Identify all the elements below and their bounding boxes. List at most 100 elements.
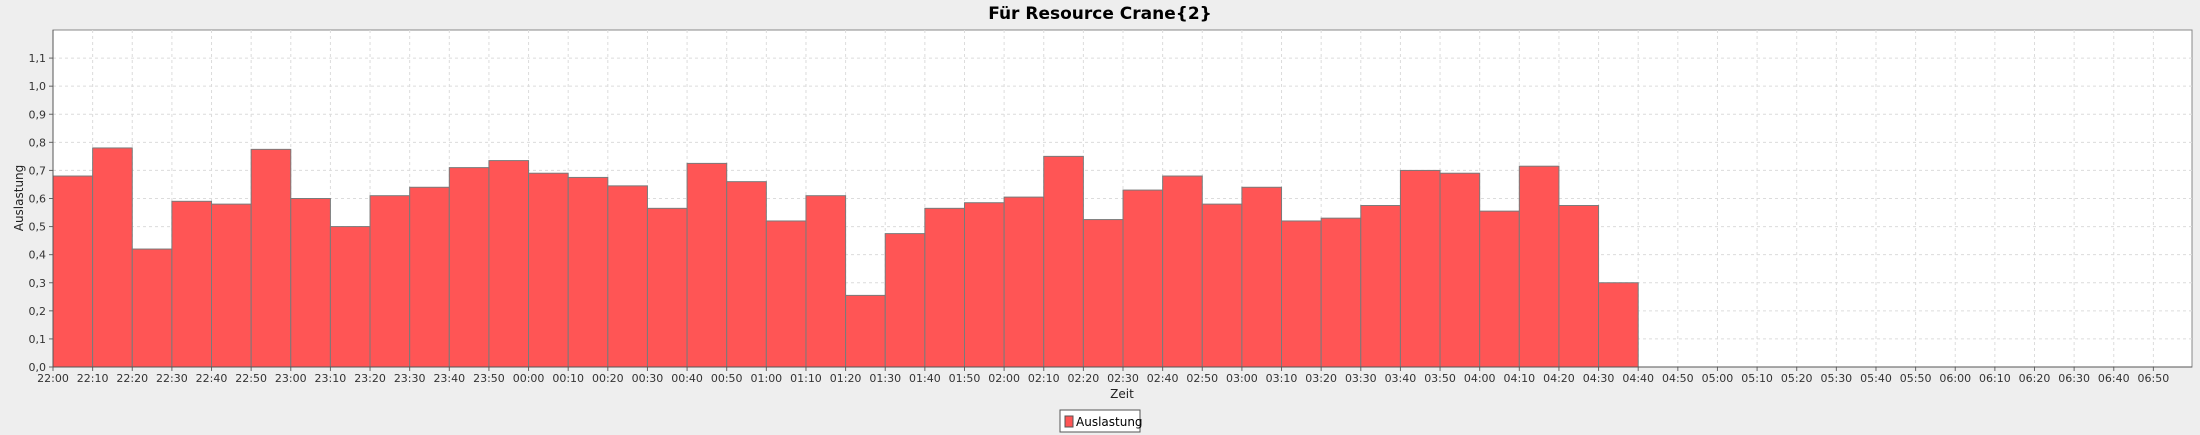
bar [845,294,886,368]
x-tick-label: 06:40 [2098,372,2130,385]
x-tick-label: 06:50 [2138,372,2170,385]
x-tick-label: 01:00 [750,372,782,385]
bar [1360,205,1401,368]
x-tick-label: 06:20 [2019,372,2051,385]
bar [765,220,807,368]
y-tick-label: 0,0 [29,361,47,374]
x-tick-label: 00:10 [552,372,584,385]
bar [211,203,252,368]
x-tick-label: 02:40 [1147,372,1179,385]
bar [805,195,847,368]
y-tick-label: 1,1 [29,52,47,65]
bar [884,233,926,368]
bar [567,176,609,368]
x-tick-label: 05:10 [1741,372,1773,385]
y-tick-label: 0,2 [29,305,47,318]
legend-box [1059,409,1141,433]
x-tick-label: 00:30 [632,372,664,385]
bar [646,207,688,368]
bar [963,202,1005,368]
bar [409,186,450,368]
x-tick-label: 22:20 [116,372,148,385]
y-tick-label: 0,1 [29,333,47,346]
y-tick-label: 0,9 [29,108,47,121]
x-tick-label: 05:30 [1820,372,1852,385]
bar [528,172,569,368]
x-tick-label: 23:50 [473,372,505,385]
x-tick-label: 00:00 [513,372,545,385]
x-tick-label: 02:50 [1186,372,1218,385]
bar [1518,165,1560,368]
y-tick-label: 0,5 [29,221,47,234]
x-tick-label: 02:30 [1107,372,1139,385]
bar [290,198,331,368]
x-tick-label: 00:40 [671,372,703,385]
x-tick-label: 04:20 [1543,372,1575,385]
x-tick-label: 22:40 [196,372,228,385]
y-tick-label: 0,3 [29,277,47,290]
bar [488,160,530,368]
x-tick-label: 03:40 [1385,372,1417,385]
x-tick-label: 05:50 [1900,372,1932,385]
x-tick-label: 04:50 [1662,372,1694,385]
x-tick-label: 06:10 [1979,372,2011,385]
x-axis-label: Zeit [1110,387,1134,401]
x-tick-label: 06:30 [2058,372,2090,385]
x-tick-label: 03:30 [1345,372,1377,385]
x-tick-label: 02:20 [1068,372,1100,385]
bar [924,207,965,368]
x-tick-label: 03:00 [1226,372,1258,385]
y-tick-label: 0,6 [29,193,47,206]
y-tick-label: 0,8 [29,136,47,149]
x-tick-label: 01:40 [909,372,941,385]
bar [1281,220,1322,368]
x-tick-label: 05:00 [1702,372,1734,385]
bar [131,248,173,368]
x-tick-label: 03:20 [1305,372,1337,385]
bar [1598,282,1639,368]
bar [329,226,371,368]
bar [369,195,411,368]
x-tick-label: 04:00 [1464,372,1496,385]
bar [1479,210,1520,368]
x-tick-label: 05:40 [1860,372,1892,385]
x-tick-label: 06:00 [1939,372,1971,385]
legend-label: Auslastung [1076,415,1143,429]
x-tick-label: 23:00 [275,372,307,385]
y-tick-label: 0,4 [29,249,47,262]
bar [250,148,292,368]
y-axis-label: Auslastung [12,165,26,232]
bar [448,167,490,368]
bar [1122,189,1164,368]
x-tick-label: 23:40 [433,372,465,385]
bar [92,147,133,368]
x-tick-label: 02:10 [1028,372,1060,385]
x-tick-label: 22:10 [77,372,109,385]
x-tick-label: 00:20 [592,372,624,385]
x-tick-label: 04:40 [1622,372,1654,385]
x-tick-label: 04:10 [1503,372,1535,385]
legend: Auslastung [1059,409,1143,433]
bar [686,162,728,368]
x-tick-label: 01:10 [790,372,822,385]
bar [1399,169,1441,368]
y-tick-label: 0,7 [29,164,47,177]
x-tick-label: 03:10 [1266,372,1298,385]
y-tick-label: 1,0 [29,80,47,93]
bar [1082,219,1124,368]
x-tick-label: 22:50 [235,372,267,385]
bar [52,175,94,368]
x-tick-label: 00:50 [711,372,743,385]
x-tick-label: 02:00 [988,372,1020,385]
x-tick-label: 22:00 [37,372,69,385]
legend-swatch [1064,415,1074,428]
bar [171,200,213,368]
x-tick-label: 22:30 [156,372,188,385]
x-tick-label: 23:30 [394,372,426,385]
bar [726,181,767,368]
bar [1439,172,1481,368]
chart-title: Für Resource Crane{2} [988,4,1212,24]
bar [1043,155,1084,368]
bars [52,147,1639,368]
